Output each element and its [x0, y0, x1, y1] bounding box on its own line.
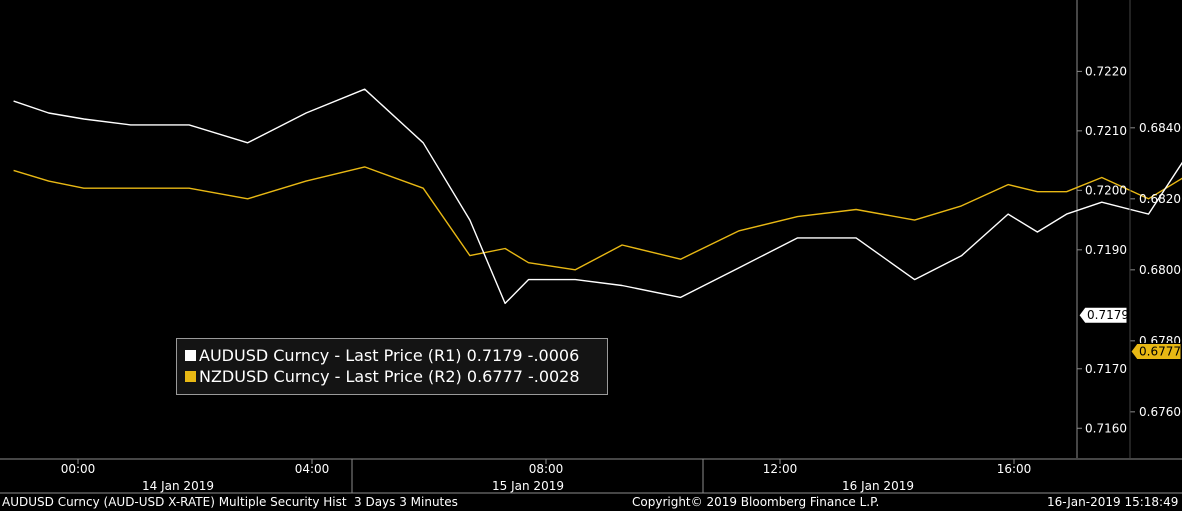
left-tick-label: 0.7220: [1085, 64, 1127, 78]
last-price-tag-text-audusd: 0.7179: [1087, 308, 1129, 322]
legend-swatch-nzd: [185, 371, 196, 382]
x-tick-label: 00:00: [61, 462, 96, 476]
x-day-label: 15 Jan 2019: [492, 479, 564, 493]
x-tick-label: 08:00: [529, 462, 564, 476]
series-line-nzdusd: [13, 166, 1182, 271]
footer-copyright: Copyright© 2019 Bloomberg Finance L.P.: [632, 495, 880, 509]
right-tick-label: 0.6820: [1139, 192, 1181, 206]
x-tick-label: 12:00: [763, 462, 798, 476]
last-price-tag-text-nzdusd: 0.6777: [1139, 344, 1181, 358]
left-tick-label: 0.7190: [1085, 243, 1127, 257]
last-price-tag-bg-audusd: [1078, 306, 1128, 324]
left-tick-label: 0.7170: [1085, 362, 1127, 376]
x-tick-label: 04:00: [295, 462, 330, 476]
legend-text-aud: AUDUSD Curncy - Last Price (R1) 0.7179 -…: [199, 346, 580, 365]
right-tick-label: 0.6760: [1139, 405, 1181, 419]
x-day-label: 16 Jan 2019: [842, 479, 914, 493]
last-price-tag-nzdusd: 0.6777: [1130, 342, 1182, 360]
left-tick-label: 0.7210: [1085, 124, 1127, 138]
footer-bar: AUDUSD Curncy (AUD-USD X-RATE) Multiple …: [0, 493, 1182, 511]
x-tick-label: 16:00: [997, 462, 1032, 476]
x-day-label: 14 Jan 2019: [142, 479, 214, 493]
last-price-tag-bg-nzdusd: [1130, 342, 1182, 360]
legend-swatch-aud: [185, 350, 196, 361]
left-tick-label: 0.7200: [1085, 183, 1127, 197]
last-price-tag-audusd: 0.7179: [1078, 306, 1129, 324]
right-tick-label: 0.6800: [1139, 263, 1181, 277]
series-line-audusd: [13, 88, 1182, 305]
left-tick-label: 0.7160: [1085, 421, 1127, 435]
footer-security-desc: AUDUSD Curncy (AUD-USD X-RATE) Multiple …: [2, 495, 347, 509]
right-tick-label: 0.6840: [1139, 121, 1181, 135]
footer-timestamp: 16-Jan-2019 15:18:49: [1047, 495, 1179, 509]
legend-entry-nzd: NZDUSD Curncy - Last Price (R2) 0.6777 -…: [185, 366, 607, 387]
footer-period: 3 Days 3 Minutes: [354, 495, 458, 509]
legend-text-nzd: NZDUSD Curncy - Last Price (R2) 0.6777 -…: [199, 367, 580, 386]
chart-legend: AUDUSD Curncy - Last Price (R1) 0.7179 -…: [176, 338, 608, 395]
legend-entry-aud: AUDUSD Curncy - Last Price (R1) 0.7179 -…: [185, 345, 607, 366]
